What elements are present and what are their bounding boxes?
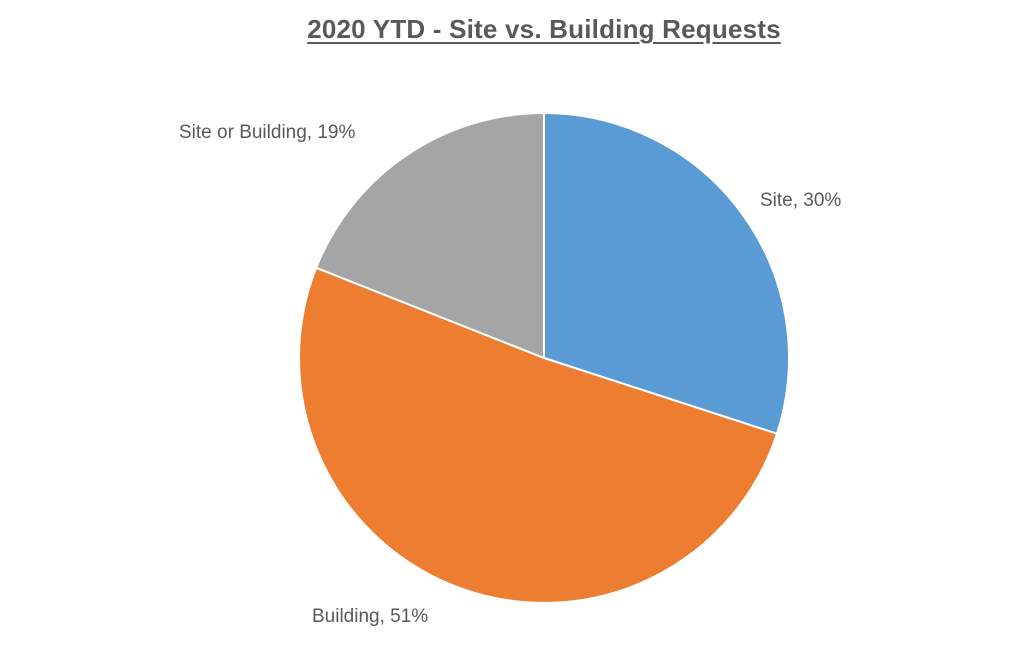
pie-slices: [298, 111, 791, 604]
data-label-site-or-building: Site or Building, 19%: [179, 122, 355, 143]
pie-slice-site-or-building: [314, 111, 545, 360]
chart-title: 2020 YTD - Site vs. Building Requests: [307, 14, 781, 44]
data-label-building: Building, 51%: [312, 606, 428, 627]
pie-slice-site: [543, 111, 791, 435]
pie-slice-building: [298, 266, 779, 604]
data-label-site: Site, 30%: [760, 190, 841, 211]
pie-labels: Site, 30% Building, 51% Site or Building, …: [179, 122, 841, 627]
